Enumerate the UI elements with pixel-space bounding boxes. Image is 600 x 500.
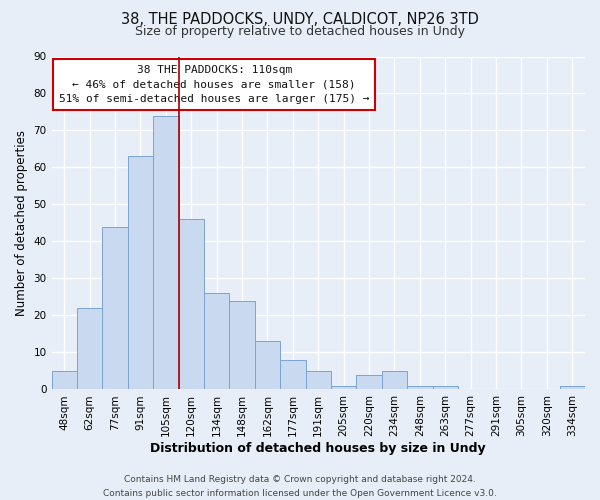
Bar (179, 220, 204, 390)
Text: 38, THE PADDOCKS, UNDY, CALDICOT, NP26 3TD: 38, THE PADDOCKS, UNDY, CALDICOT, NP26 3… (121, 12, 479, 28)
Bar (331, 386, 356, 390)
Bar (356, 374, 382, 390)
Bar (280, 360, 305, 390)
Bar (255, 342, 280, 390)
Bar (407, 386, 433, 390)
Bar (128, 156, 153, 390)
Text: Size of property relative to detached houses in Undy: Size of property relative to detached ho… (135, 25, 465, 38)
Bar (103, 226, 128, 390)
Bar (153, 116, 179, 390)
Bar (305, 371, 331, 390)
Bar (77, 308, 103, 390)
Text: 38 THE PADDOCKS: 110sqm
← 46% of detached houses are smaller (158)
51% of semi-d: 38 THE PADDOCKS: 110sqm ← 46% of detache… (59, 65, 370, 104)
Bar (560, 386, 585, 390)
X-axis label: Distribution of detached houses by size in Undy: Distribution of detached houses by size … (151, 442, 486, 455)
Y-axis label: Number of detached properties: Number of detached properties (15, 130, 28, 316)
Bar (204, 294, 229, 390)
Text: Contains HM Land Registry data © Crown copyright and database right 2024.
Contai: Contains HM Land Registry data © Crown c… (103, 476, 497, 498)
Bar (382, 371, 407, 390)
Bar (433, 386, 458, 390)
Bar (229, 300, 255, 390)
Bar (52, 371, 77, 390)
